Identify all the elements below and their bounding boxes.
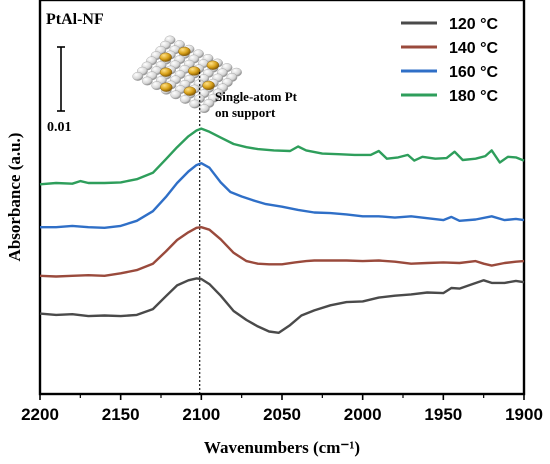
scale-bar: [57, 46, 65, 112]
scale-bar-label: 0.01: [47, 120, 72, 135]
series-line-4: [39, 127, 525, 186]
legend: 120 °C 140 °C 160 °C 180 °C: [401, 16, 499, 105]
panel-title: PtAl-NF: [46, 11, 104, 28]
x-tick-label-2: 2150: [102, 405, 140, 424]
series-layer: [39, 127, 525, 334]
x-tick-label-5: 2000: [344, 405, 382, 424]
series-line-1: [39, 277, 525, 334]
series-line-2: [39, 226, 525, 278]
x-tick-label-3: 2100: [182, 405, 220, 424]
x-tick-label-1: 2200: [21, 405, 59, 424]
annotation-line-1: Single-atom Pt: [215, 89, 298, 104]
x-tick-label-6: 1950: [424, 405, 462, 424]
x-axis-ticks: 2200 2150 2100 2050 2000 1950 1900: [21, 394, 543, 424]
single-atom-pt-lattice-icon: [132, 35, 242, 114]
legend-label-3: 160 °C: [449, 64, 499, 81]
plot-frame: [38, 0, 526, 396]
x-tick-label-7: 1900: [505, 405, 543, 424]
legend-label-2: 140 °C: [449, 40, 499, 57]
series-line-3: [40, 162, 525, 229]
legend-label-4: 180 °C: [449, 88, 499, 105]
legend-label-1: 120 °C: [449, 16, 499, 33]
annotation-line-2: on support: [215, 105, 276, 120]
y-axis-title: Absorbance (a.u.): [5, 133, 24, 262]
x-axis-title: Wavenumbers (cm⁻¹): [204, 438, 360, 457]
x-tick-label-4: 2050: [263, 405, 301, 424]
